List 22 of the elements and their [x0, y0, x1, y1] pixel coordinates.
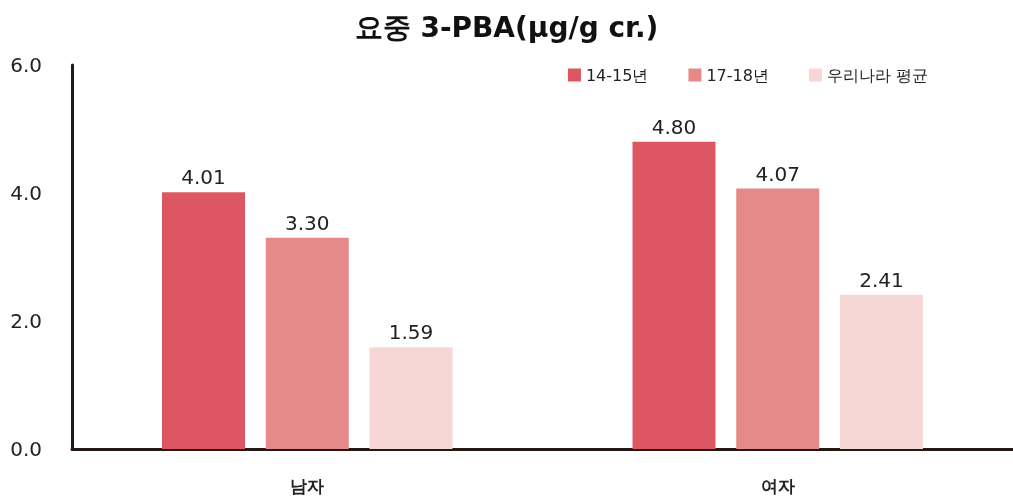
y-tick-label: 0.0: [10, 437, 42, 461]
y-tick-label: 6.0: [10, 53, 42, 77]
legend-label: 17-18년: [706, 65, 769, 85]
data-label: 4.80: [651, 114, 697, 139]
y-tick-label: 4.0: [10, 181, 42, 205]
x-tick-label: 여자: [760, 475, 795, 496]
data-label: 3.30: [284, 210, 330, 235]
x-tick-label: 남자: [290, 475, 325, 496]
data-label: 4.01: [181, 165, 226, 190]
bar: [369, 347, 453, 449]
legend-label: 우리나라 평균: [826, 65, 929, 85]
data-label: 1.59: [388, 320, 434, 345]
bar: [736, 188, 820, 449]
bar: [840, 294, 923, 449]
chart-title: 요중 3-PBA(μg/g cr.): [354, 10, 659, 44]
legend-label: 14-15년: [585, 65, 649, 85]
data-label: 4.07: [755, 161, 801, 186]
bar: [265, 237, 349, 449]
data-label: 2.41: [859, 267, 904, 292]
bar: [632, 141, 716, 449]
bar: [162, 192, 245, 449]
y-tick-label: 2.0: [10, 309, 42, 333]
